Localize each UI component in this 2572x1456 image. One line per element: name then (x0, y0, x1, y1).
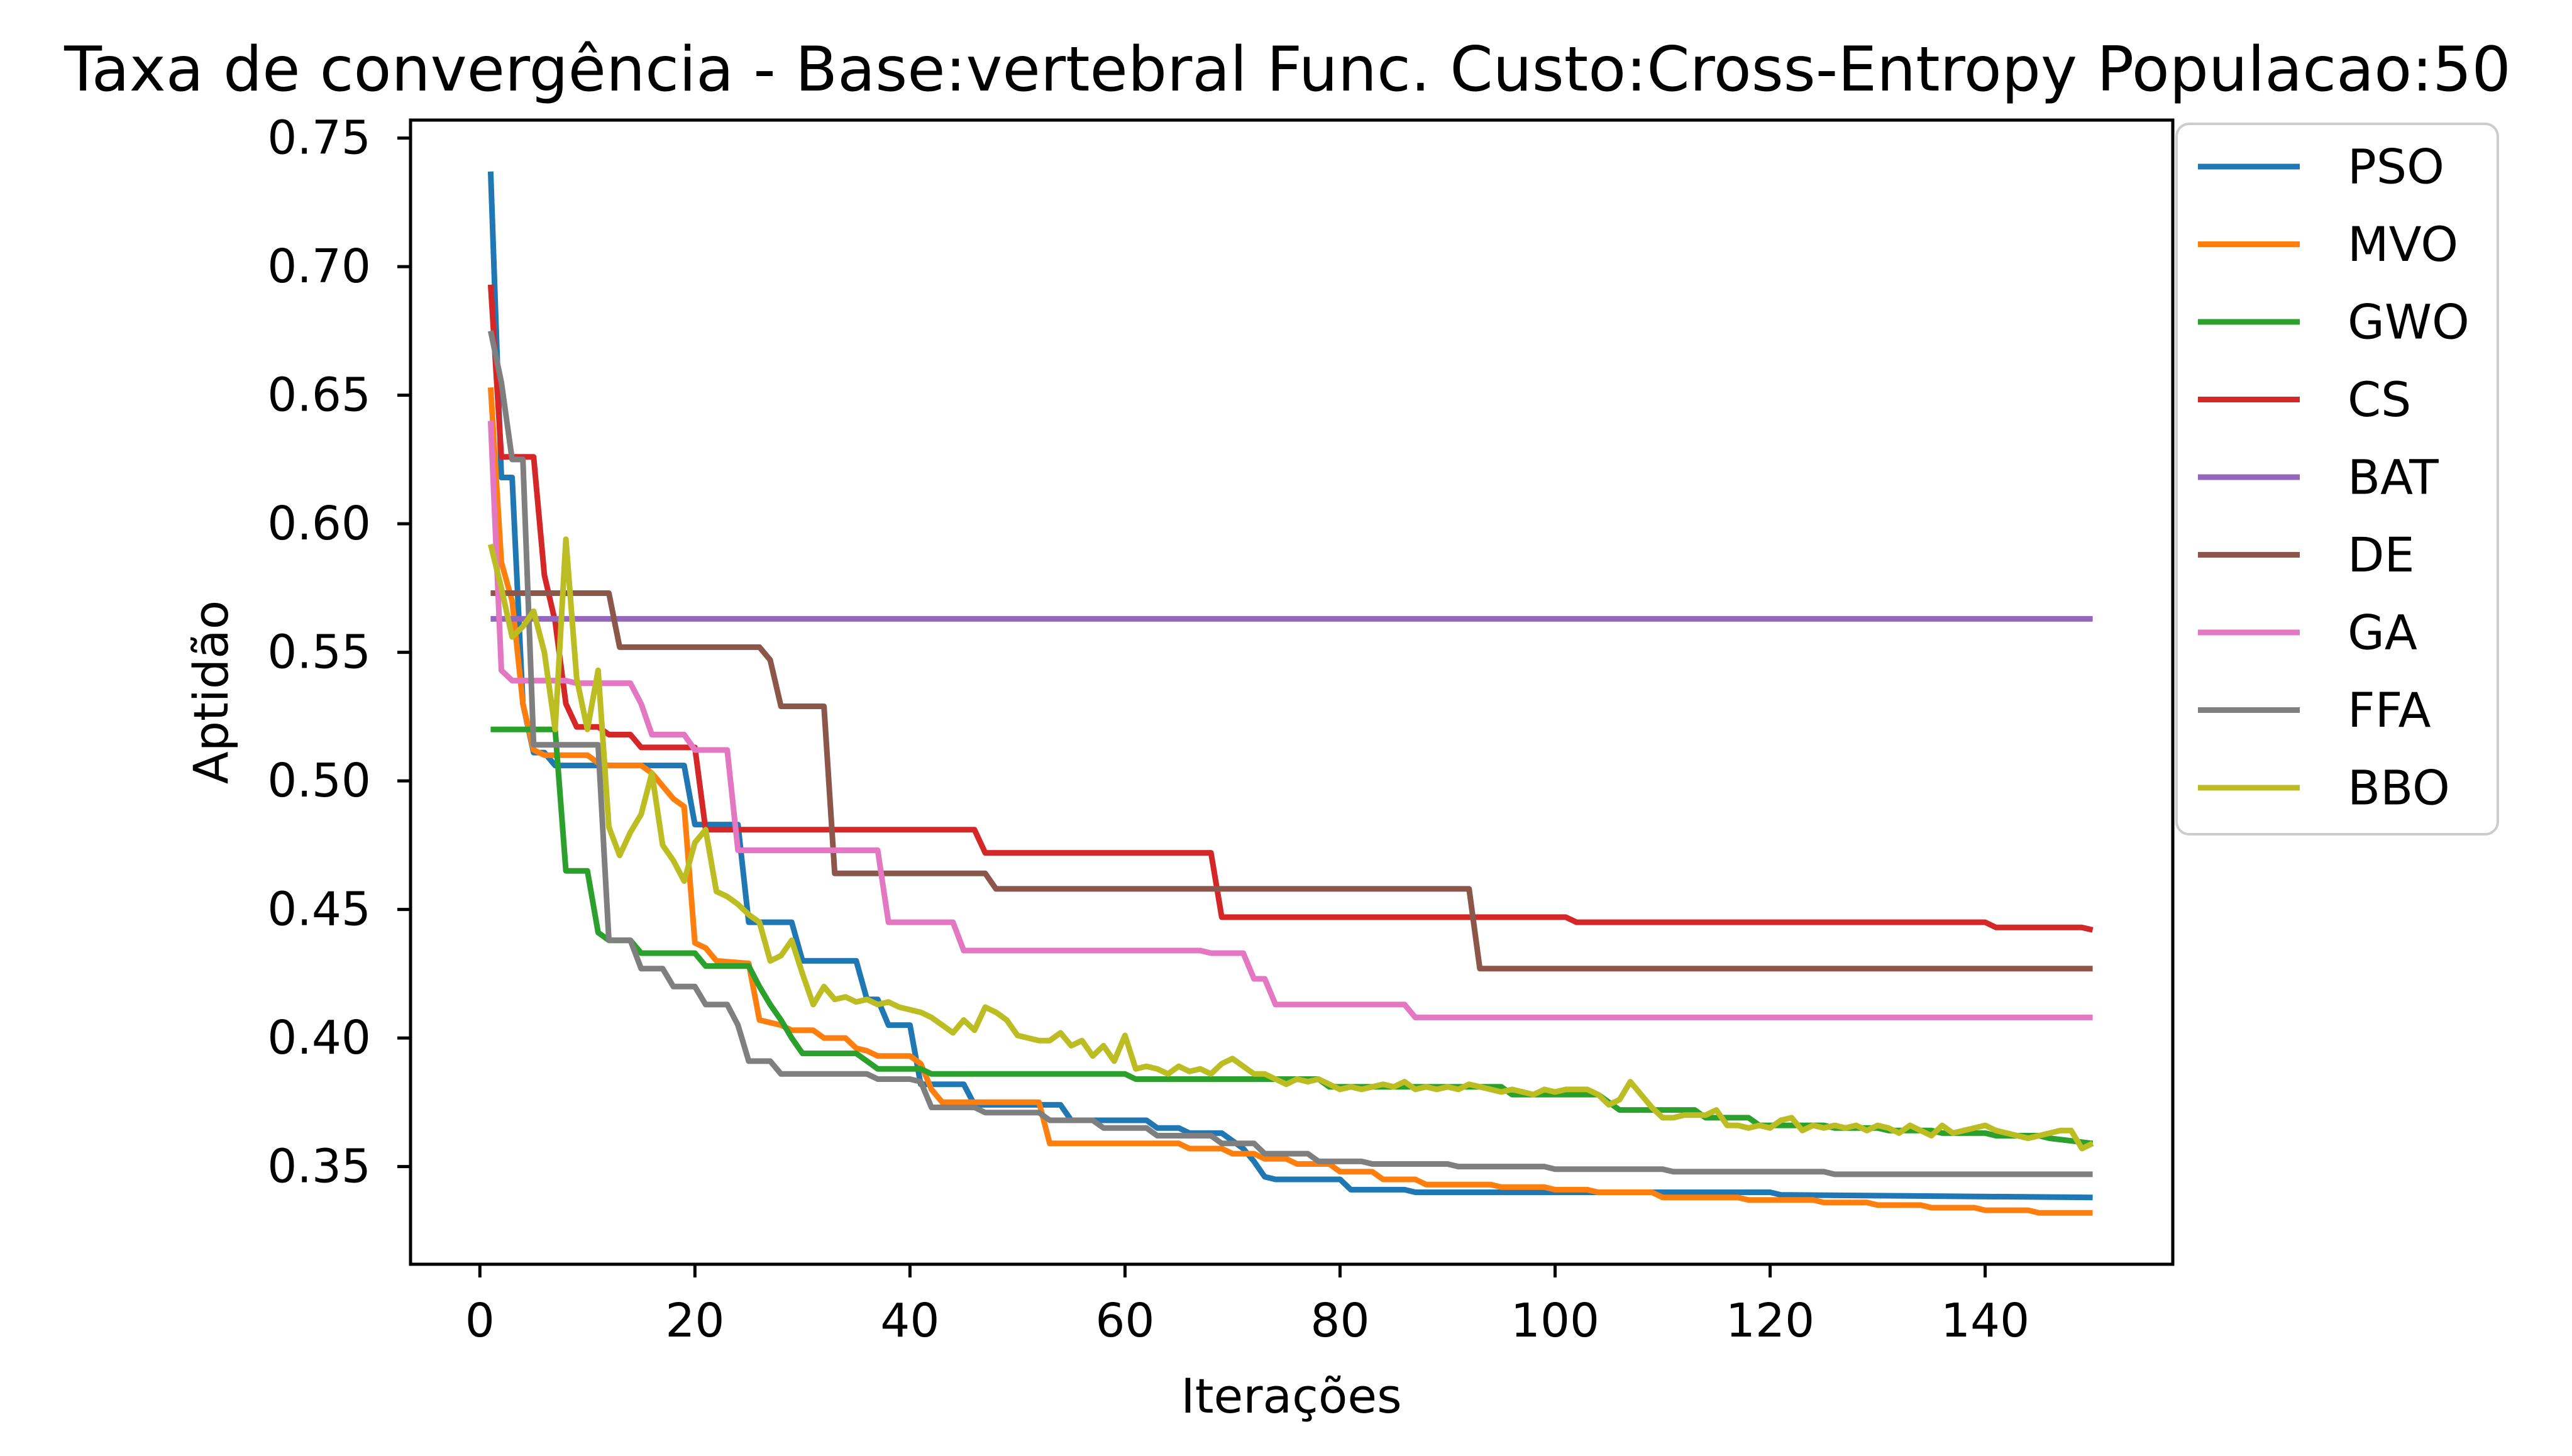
series-line-bbo (488, 536, 2094, 1152)
legend-label: BAT (2348, 449, 2439, 505)
legend-item-ffa: FFA (2198, 682, 2431, 738)
legend-label: GWO (2348, 294, 2470, 350)
y-tick-label: 0.60 (267, 497, 371, 551)
legend-label: PSO (2348, 139, 2444, 195)
legend-label: FFA (2348, 682, 2431, 738)
y-tick-label: 0.35 (267, 1140, 371, 1194)
legend-item-bbo: BBO (2198, 760, 2450, 816)
legend-item-mvo: MVO (2198, 216, 2458, 272)
series-line-mvo (487, 387, 2093, 1216)
x-tick-label: 0 (465, 1294, 495, 1348)
series-line-de (490, 590, 2093, 972)
axis-ticks: 0 20 40 60 80 100 120 140 0.35 0.40 0.45 0.50 0.55 0.… (267, 111, 2029, 1348)
y-tick-label: 0.65 (267, 368, 371, 422)
legend-item-ga: GA (2198, 605, 2417, 661)
legend: PSO MVO GWO CS BAT DE GA FFA BBO (2175, 123, 2499, 836)
y-tick-label: 0.50 (267, 754, 371, 808)
x-tick-label: 80 (1310, 1294, 1369, 1348)
legend-label: BBO (2348, 760, 2450, 816)
y-tick-label: 0.75 (267, 111, 371, 165)
legend-item-bat: BAT (2198, 449, 2439, 505)
legend-item-pso: PSO (2198, 139, 2444, 195)
x-tick-label: 20 (665, 1294, 724, 1348)
x-tick-label: 140 (1941, 1294, 2029, 1348)
legend-item-gwo: GWO (2198, 294, 2470, 350)
x-tick-label: 40 (880, 1294, 939, 1348)
legend-label: CS (2348, 372, 2411, 427)
chart-title: Taxa de convergência - Base:vertebral Fu… (63, 34, 2511, 106)
y-tick-label: 0.40 (267, 1011, 371, 1065)
y-tick-label: 0.55 (267, 626, 371, 680)
axes-frame (409, 118, 2175, 1266)
series-lines (487, 171, 2094, 1216)
legend-frame (2175, 123, 2499, 836)
x-tick-label: 100 (1511, 1294, 1599, 1348)
y-tick-label: 0.70 (267, 240, 371, 294)
x-tick-label: 60 (1095, 1294, 1154, 1348)
x-tick-label: 120 (1726, 1294, 1814, 1348)
y-tick-label: 0.45 (267, 883, 371, 937)
series-line-ffa (487, 330, 2093, 1177)
legend-label: GA (2348, 605, 2417, 661)
legend-item-de: DE (2198, 527, 2415, 583)
legend-item-cs: CS (2198, 372, 2411, 427)
legend-label: MVO (2348, 216, 2458, 272)
x-axis-label: Iterações (1181, 1368, 1401, 1424)
y-axis-label: Aptidão (183, 600, 239, 784)
legend-label: DE (2348, 527, 2415, 583)
